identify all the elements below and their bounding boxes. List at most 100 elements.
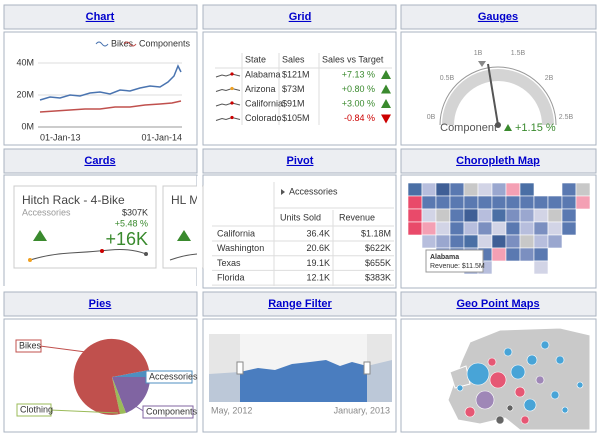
region bbox=[519, 195, 535, 210]
region bbox=[505, 195, 521, 210]
geo-point bbox=[456, 384, 464, 392]
geo-point bbox=[489, 371, 507, 389]
column-header: Units Sold bbox=[280, 212, 321, 222]
region bbox=[491, 221, 507, 236]
region bbox=[435, 182, 451, 197]
tile-link[interactable]: Choropleth Map bbox=[456, 155, 540, 167]
geo-point bbox=[506, 404, 514, 412]
x-label: 01-Jan-14 bbox=[141, 132, 182, 142]
x-label: 01-Jan-13 bbox=[40, 132, 81, 142]
cards-preview: Hitch Rack - 4-Bike Accessories $307K +5… bbox=[3, 176, 204, 289]
geo-point bbox=[466, 362, 490, 386]
state: Colorado bbox=[245, 113, 282, 123]
sales: $105M bbox=[282, 113, 310, 123]
tile-link[interactable]: Pivot bbox=[287, 155, 314, 167]
tile-link[interactable]: Geo Point Maps bbox=[456, 298, 539, 310]
range-filter-preview: May, 2012 January, 2013 bbox=[209, 334, 392, 415]
variance: +0.80 % bbox=[342, 84, 375, 94]
region bbox=[561, 221, 577, 236]
region bbox=[519, 221, 535, 236]
row-label: Florida bbox=[217, 272, 245, 282]
gauge-preview: 0B 0.5B 1B 1.5B 2B 2.5B Component +1.15 … bbox=[427, 50, 574, 134]
region bbox=[421, 234, 437, 249]
spark-point bbox=[144, 252, 148, 256]
geo-point bbox=[535, 375, 545, 385]
tile-link[interactable]: Range Filter bbox=[268, 298, 332, 310]
geo-point bbox=[555, 355, 565, 365]
up-indicator bbox=[33, 230, 47, 241]
region bbox=[519, 208, 535, 223]
geo-point bbox=[526, 354, 538, 366]
needle bbox=[487, 63, 499, 126]
header bbox=[400, 4, 597, 30]
scale-label: 2B bbox=[545, 75, 554, 82]
variance: +7.13 % bbox=[342, 69, 375, 79]
geo-point bbox=[487, 357, 497, 367]
region bbox=[477, 195, 493, 210]
map bbox=[407, 182, 591, 275]
state: Alabama bbox=[245, 69, 281, 79]
region bbox=[477, 234, 493, 249]
legend-label: Components bbox=[139, 38, 191, 48]
variance: +3.00 % bbox=[342, 98, 375, 108]
grid-rows: Alabama $121M +7.13 % Arizona $73M +0.80 % Cal… bbox=[215, 69, 391, 124]
geo-point bbox=[464, 406, 476, 418]
header bbox=[202, 291, 397, 317]
tile-link[interactable]: Grid bbox=[289, 11, 312, 23]
column-header: Revenue bbox=[339, 212, 375, 222]
expand-icon bbox=[281, 189, 285, 195]
chart-preview: Bikes Components 40M 20M 0M 01-Jan-13 01… bbox=[16, 38, 190, 142]
legend-label: Bikes bbox=[111, 38, 134, 48]
cell: 12.1K bbox=[306, 272, 330, 282]
region bbox=[421, 195, 437, 210]
region bbox=[533, 234, 549, 249]
region bbox=[533, 195, 549, 210]
tile bbox=[202, 31, 397, 146]
tile-link[interactable]: Gauges bbox=[478, 11, 518, 23]
tooltip-title: Alabama bbox=[430, 254, 459, 261]
spark-point bbox=[230, 101, 234, 105]
region bbox=[421, 208, 437, 223]
geo-point bbox=[540, 340, 550, 350]
gauge-scale bbox=[439, 66, 557, 126]
choropleth-preview: Alabama Revenue: $11.5M bbox=[407, 182, 591, 275]
pie-preview: Bikes Accessories Clothing Components bbox=[15, 338, 198, 419]
sales: $91M bbox=[282, 98, 305, 108]
tile-link[interactable]: Pies bbox=[89, 298, 112, 310]
legend-icon bbox=[123, 41, 137, 47]
spark-point bbox=[100, 249, 104, 253]
spark-point bbox=[230, 115, 234, 120]
geo-point bbox=[576, 381, 584, 389]
region bbox=[463, 182, 479, 197]
indicator bbox=[381, 84, 391, 94]
pie-label: Accessories bbox=[149, 371, 198, 381]
up-indicator bbox=[177, 230, 191, 241]
pie-slice bbox=[73, 338, 149, 415]
needle-hub bbox=[495, 122, 501, 128]
region bbox=[575, 182, 591, 197]
range-handle[interactable] bbox=[363, 361, 371, 375]
column-header: State bbox=[245, 54, 266, 64]
leader bbox=[49, 409, 119, 414]
tile-link[interactable]: Cards bbox=[84, 155, 115, 167]
tile bbox=[400, 31, 597, 146]
region bbox=[547, 195, 563, 210]
land bbox=[449, 365, 471, 389]
region bbox=[435, 195, 451, 210]
geo-point bbox=[495, 415, 505, 425]
region bbox=[435, 234, 451, 249]
card bbox=[13, 185, 157, 269]
target-marker bbox=[478, 61, 486, 67]
cell: 36.4K bbox=[306, 228, 330, 238]
y-label: 40M bbox=[16, 57, 34, 67]
region bbox=[505, 208, 521, 223]
scale-label: 1B bbox=[474, 50, 483, 57]
range-handle[interactable] bbox=[236, 361, 244, 375]
grid-preview: State Sales Sales vs Target Alabama $121M… bbox=[215, 53, 392, 125]
indicator bbox=[381, 70, 391, 79]
region bbox=[421, 182, 437, 197]
row-label: Washington bbox=[217, 243, 264, 253]
tile-link[interactable]: Chart bbox=[86, 11, 115, 23]
state: Arizona bbox=[245, 84, 276, 94]
card-variation: +5.48 % bbox=[115, 218, 148, 228]
